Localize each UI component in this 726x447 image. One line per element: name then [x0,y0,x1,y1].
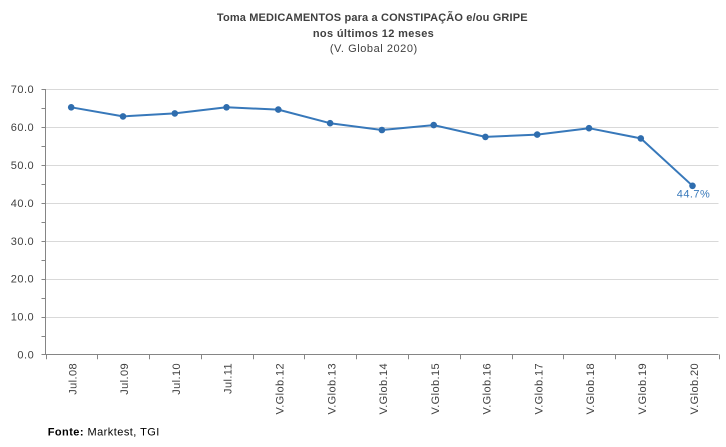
svg-text:20.0: 20.0 [11,274,34,286]
svg-text:Jul.11: Jul.11 [223,363,235,394]
svg-text:nos últimos 12 meses: nos últimos 12 meses [313,28,434,40]
svg-text:50.0: 50.0 [11,160,34,172]
svg-text:Jul.08: Jul.08 [67,363,79,395]
svg-text:V.Glob.19: V.Glob.19 [637,363,649,415]
svg-text:V.Glob.17: V.Glob.17 [533,363,545,415]
svg-text:V.Glob.12: V.Glob.12 [275,363,287,415]
svg-text:60.0: 60.0 [11,122,34,134]
svg-text:70.0: 70.0 [11,84,34,96]
svg-text:V.Glob.16: V.Glob.16 [482,363,494,415]
svg-text:44.7%: 44.7% [677,189,710,201]
svg-text:Fonte: Marktest, TGI: Fonte: Marktest, TGI [48,426,160,438]
svg-text:V.Glob.13: V.Glob.13 [326,363,338,415]
svg-text:V.Glob.20: V.Glob.20 [689,363,701,415]
svg-text:V.Glob.15: V.Glob.15 [430,363,442,415]
svg-text:V.Glob.14: V.Glob.14 [378,363,390,415]
svg-text:Jul.09: Jul.09 [119,363,131,395]
svg-text:Toma MEDICAMENTOS para a CONST: Toma MEDICAMENTOS para a CONSTIPAÇÃO e/o… [217,11,528,24]
svg-text:(V. Global 2020): (V. Global 2020) [330,43,418,55]
svg-text:30.0: 30.0 [11,236,34,248]
svg-text:V.Glob.18: V.Glob.18 [585,363,597,415]
svg-text:Jul.10: Jul.10 [171,363,183,395]
svg-text:40.0: 40.0 [11,198,34,210]
svg-text:0.0: 0.0 [17,350,34,362]
svg-text:10.0: 10.0 [11,312,34,324]
